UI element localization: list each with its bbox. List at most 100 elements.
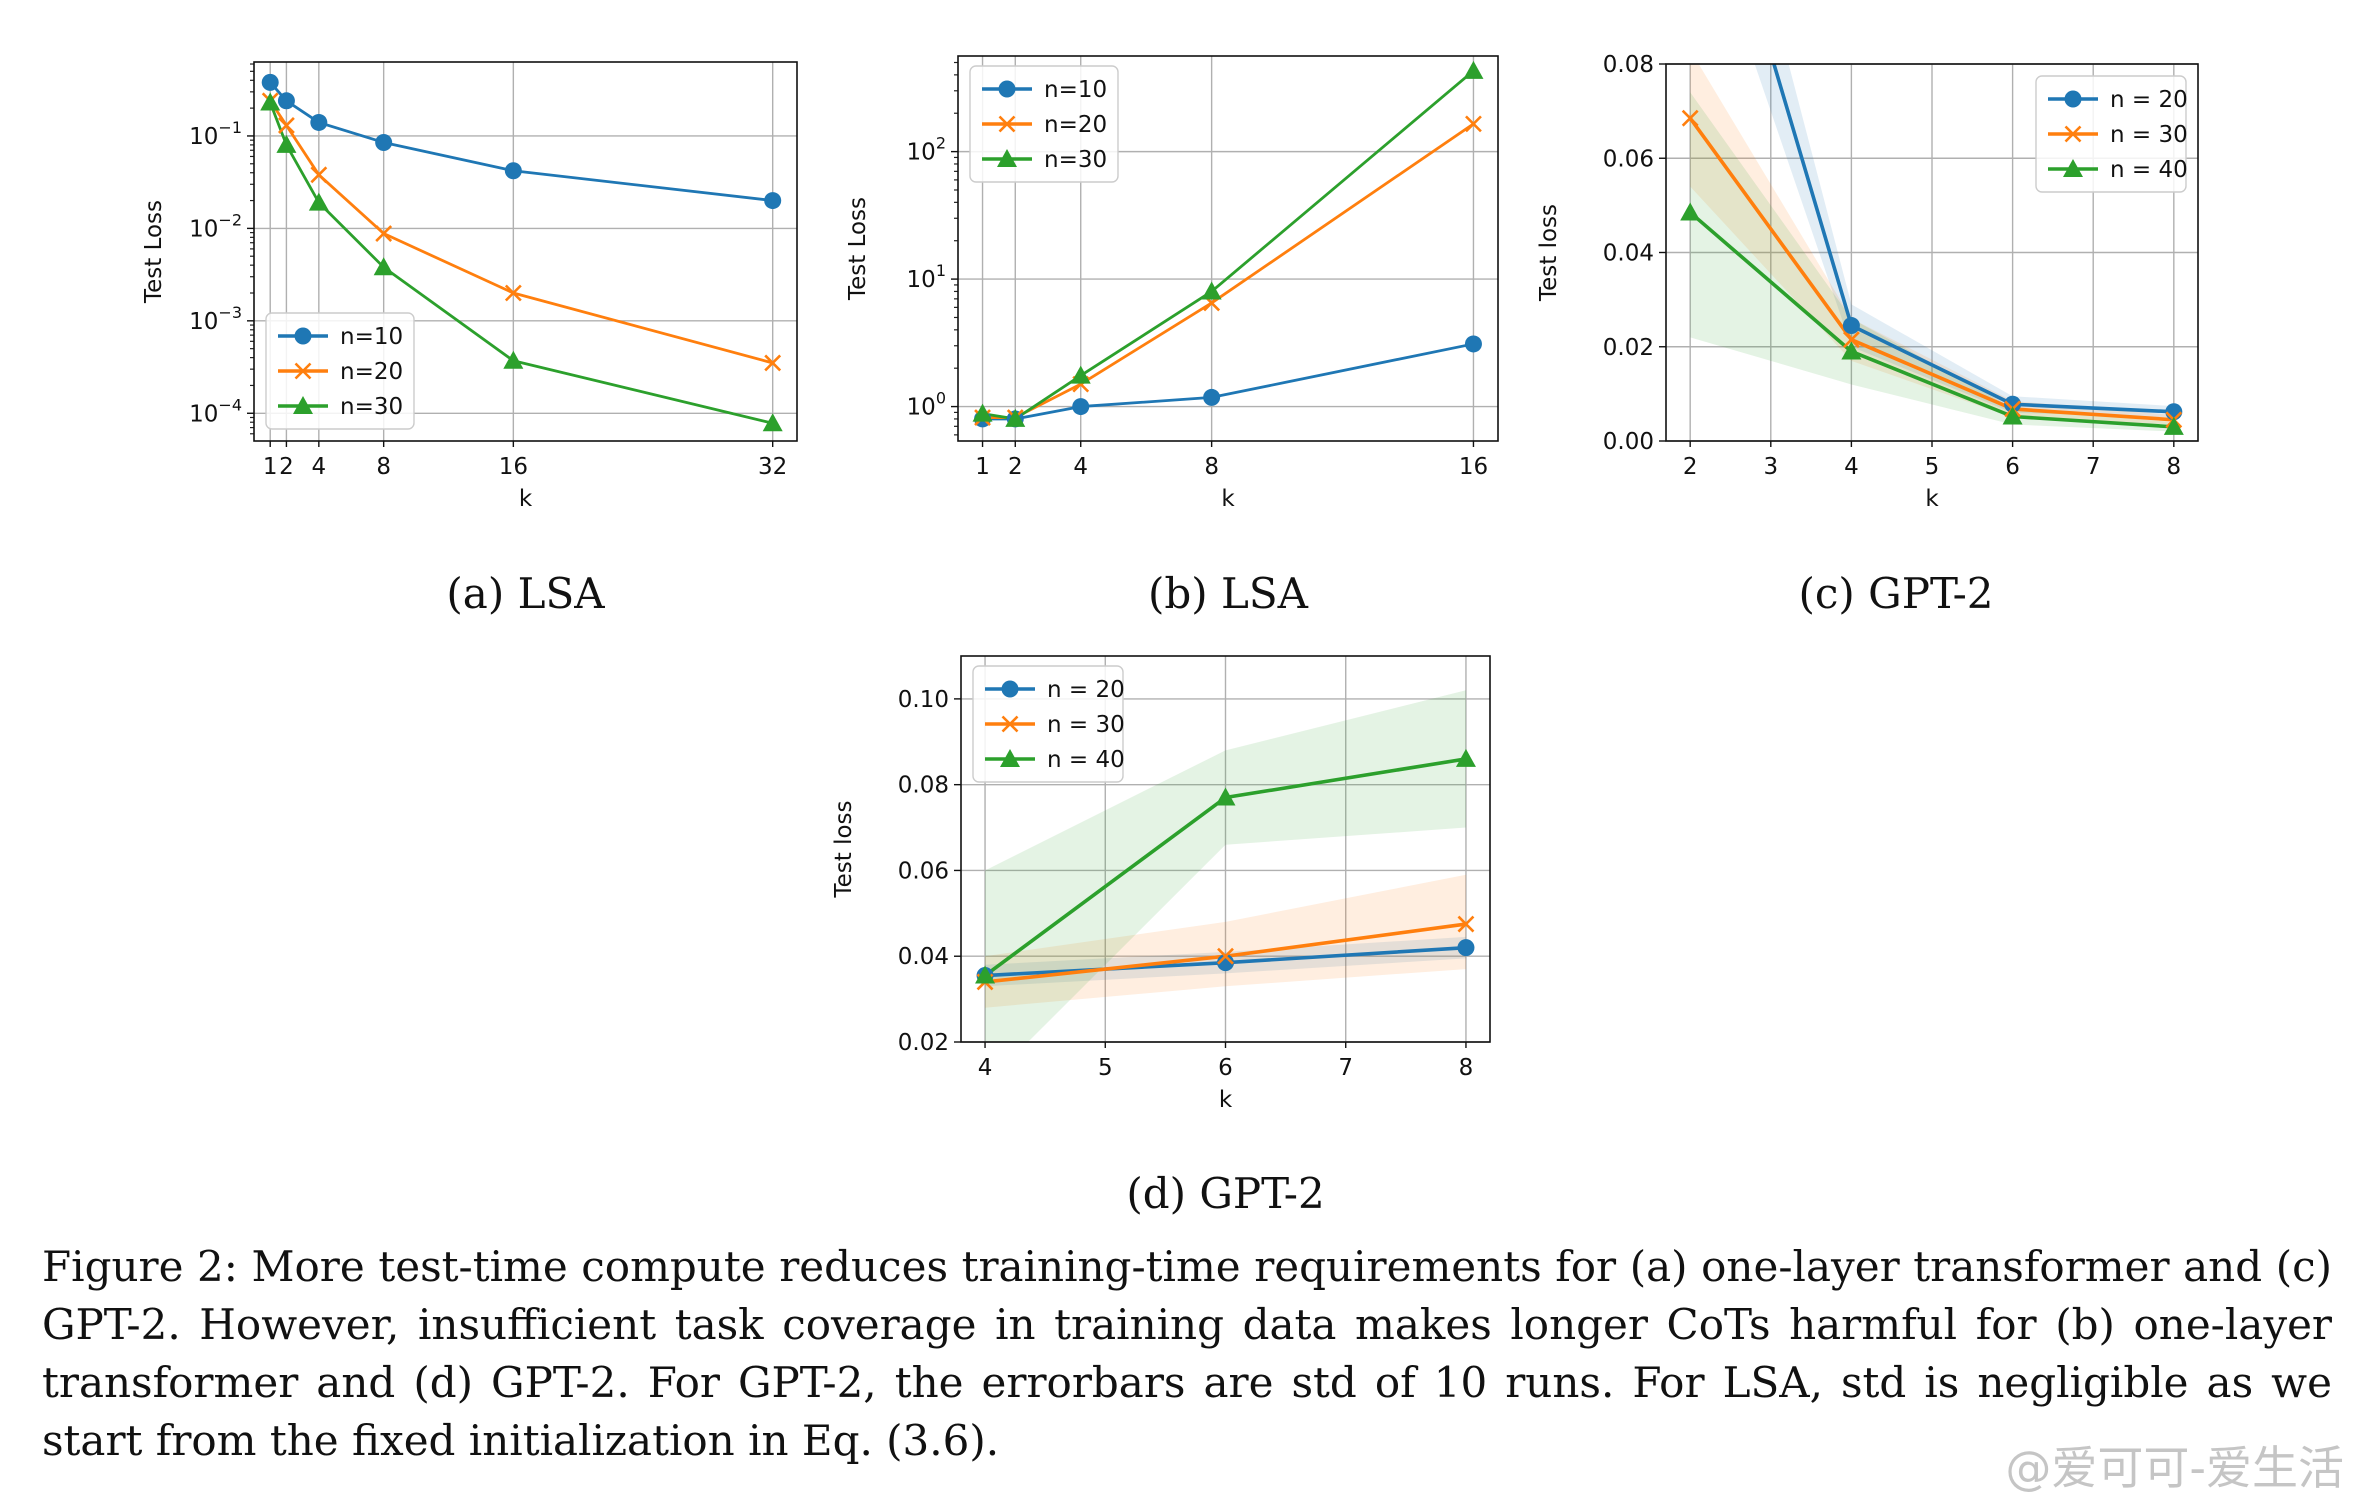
data-point [1841, 341, 1862, 360]
data-point [1457, 939, 1475, 957]
x-tick-label: 16 [1459, 454, 1488, 480]
legend-label: n=20 [1044, 112, 1107, 138]
y-axis-label: Test loss [831, 800, 857, 898]
legend-marker [1001, 680, 1019, 698]
y-tick-label: 0.02 [1603, 335, 1654, 361]
x-tick-label: 8 [376, 454, 391, 480]
data-point [1217, 947, 1234, 965]
legend-marker [2064, 90, 2082, 108]
watermark: @爱可可-爱生活 [2005, 1441, 2344, 1495]
data-point [2002, 406, 2023, 425]
legend-label: n = 40 [2110, 157, 2188, 183]
data-point [975, 965, 996, 984]
data-point [2004, 395, 2022, 413]
x-tick-label: 8 [1459, 1055, 1474, 1081]
y-tick-exponent: −4 [218, 395, 242, 414]
legend-marker [998, 115, 1016, 133]
x-tick-label: 8 [1204, 454, 1219, 480]
x-tick-label: 2 [1683, 454, 1698, 480]
x-axis-label: k [519, 486, 533, 512]
legend-label: n = 30 [2110, 122, 2188, 148]
legend-label: n = 20 [2110, 87, 2188, 113]
data-point [276, 134, 297, 153]
data-point [310, 166, 328, 184]
plot-area [972, 60, 1484, 428]
x-tick-label: 2 [279, 454, 294, 480]
legend-marker [293, 396, 313, 414]
error-band [1690, 64, 2174, 425]
legend-marker [1000, 749, 1020, 767]
plot-area [260, 73, 783, 432]
legend-label: n = 30 [1047, 712, 1125, 738]
data-point [762, 413, 783, 432]
data-point [1005, 408, 1026, 427]
data-point [1842, 317, 1860, 335]
data-point [1455, 748, 1476, 767]
figure-caption: Figure 2: More test-time compute reduces… [42, 1242, 2332, 1465]
series-line [268, 102, 774, 425]
y-tick-exponent: 1 [936, 261, 946, 280]
data-point [1072, 398, 1090, 416]
legend-marker [294, 362, 312, 380]
y-tick-label: 0.04 [898, 944, 949, 970]
data-point [1680, 202, 1701, 221]
y-axis-label: Test Loss [141, 200, 167, 304]
legend-label: n=30 [1044, 147, 1107, 173]
legend: n=10 n=20 n=30 [265, 312, 415, 430]
y-tick-exponent: −1 [218, 118, 242, 137]
legend-label: n=10 [340, 324, 403, 350]
panel-title: (c) GPT-2 [1799, 569, 1994, 618]
y-axis-label: Test loss [1536, 204, 1562, 302]
y-tick-label: 0.08 [1603, 52, 1654, 78]
y-tick-exponent: −2 [218, 210, 242, 229]
data-point [1465, 115, 1482, 133]
legend-label: n = 40 [1047, 747, 1125, 773]
x-tick-label: 7 [2086, 454, 2101, 480]
data-point [1457, 915, 1475, 933]
legend: n = 20 n = 30 n = 40 [972, 665, 1125, 783]
x-tick-label: 4 [978, 1055, 993, 1081]
x-tick-label: 4 [1844, 454, 1859, 480]
data-point [1217, 954, 1234, 972]
data-point [764, 354, 782, 372]
x-tick-label: 4 [1073, 454, 1088, 480]
x-tick-label: 16 [499, 454, 528, 480]
data-point [1201, 281, 1222, 300]
y-tick-label: 100 [907, 389, 946, 421]
legend-marker [294, 327, 312, 345]
data-point [375, 133, 393, 151]
legend-label: n=20 [340, 359, 403, 385]
y-tick-label: 0.10 [898, 687, 949, 713]
x-tick-label: 1 [263, 454, 278, 480]
data-point [972, 403, 993, 422]
legend-label: n=10 [1044, 77, 1107, 103]
x-axis-label: k [1219, 1087, 1233, 1113]
data-point [1070, 365, 1091, 384]
series-line [1772, 64, 2174, 414]
legend-marker [997, 149, 1017, 167]
data-point [2163, 416, 2184, 435]
y-tick-label: 10−4 [189, 395, 242, 427]
legend-marker [2063, 159, 2083, 177]
y-tick-label: 101 [907, 261, 946, 293]
y-tick-label: 0.08 [898, 773, 949, 799]
legend: n=10 n=20 n=30 [969, 65, 1119, 183]
y-tick-exponent: 0 [936, 389, 946, 408]
y-tick-exponent: −3 [218, 303, 242, 322]
data-point [260, 92, 281, 111]
data-point [1681, 109, 1699, 127]
data-point [308, 192, 329, 211]
y-tick-label: 0.02 [898, 1030, 949, 1056]
data-point [310, 113, 328, 131]
x-axis-label: k [1221, 486, 1235, 512]
data-point [504, 284, 522, 302]
x-tick-label: 5 [1098, 1055, 1113, 1081]
data-point [1203, 388, 1221, 406]
axes-frame [253, 61, 798, 442]
y-tick-label: 0.04 [1603, 241, 1654, 267]
x-tick-label: 2 [1008, 454, 1023, 480]
legend-marker [2064, 125, 2082, 143]
x-tick-label: 4 [312, 454, 327, 480]
data-point [373, 257, 394, 276]
data-point [375, 225, 393, 242]
